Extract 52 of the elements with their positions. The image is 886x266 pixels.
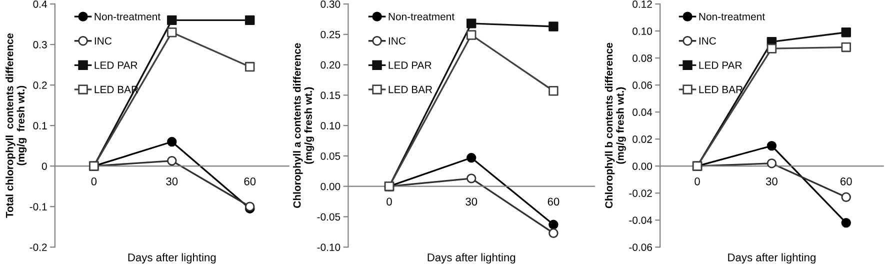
y-tick-label: 0.30 xyxy=(320,0,340,8)
y-tick-label: 0.20 xyxy=(320,61,340,69)
legend-label: Non-treatment xyxy=(94,13,160,20)
y-tick-label: 0.15 xyxy=(320,92,340,100)
legend-label: LED PAR xyxy=(94,62,138,69)
y-tick-label: -0.02 xyxy=(629,190,652,197)
y-tick-label: 0.10 xyxy=(632,28,652,35)
y-tick-label: 0.25 xyxy=(320,30,340,38)
y-axis-title: Total chlorophyll contents difference (mg/g fresh wt.) xyxy=(6,33,27,218)
x-tick-label: 0 xyxy=(386,198,392,206)
x-tick-label: 60 xyxy=(244,177,256,186)
legend-label: LED BAR xyxy=(699,86,743,94)
y-tick-label: -0.10 xyxy=(317,244,340,251)
legend-label: LED PAR xyxy=(388,62,432,69)
y-tick-label: 0 xyxy=(42,162,47,170)
x-tick-label: 30 xyxy=(466,198,478,206)
x-tick-label: 30 xyxy=(766,177,778,186)
y-tick-label: 0.12 xyxy=(632,0,652,8)
x-axis-title: Days after lighting xyxy=(428,253,516,264)
x-tick-label: 0 xyxy=(694,177,700,186)
legend-label: LED BAR xyxy=(388,86,432,94)
y-tick-label: -0.06 xyxy=(629,244,652,251)
y-tick-label: 0.04 xyxy=(632,108,652,116)
y-tick-label: 0.1 xyxy=(33,122,47,130)
y-axis-title: Chlorophyll a contents difference (mg/g fresh wt.) xyxy=(293,43,314,208)
x-axis-title: Days after lighting xyxy=(728,253,816,264)
x-tick-label: 30 xyxy=(166,177,178,186)
y-tick-label: 0.00 xyxy=(320,182,340,190)
y-tick-label: 0.3 xyxy=(33,41,47,48)
legend-label: INC xyxy=(699,37,716,45)
y-tick-label: -0.1 xyxy=(30,203,47,210)
x-tick-label: 0 xyxy=(91,177,97,186)
legend-label: LED PAR xyxy=(699,62,742,69)
y-tick-label: 0.2 xyxy=(33,82,47,89)
legend-label: Non-treatment xyxy=(388,13,454,20)
y-tick-label: 0.10 xyxy=(320,122,340,130)
y-tick-label: -0.04 xyxy=(629,216,652,224)
y-tick-label: 0.4 xyxy=(33,0,47,8)
y-tick-label: -0.05 xyxy=(317,213,340,221)
y-tick-label: 0.08 xyxy=(632,54,652,62)
legend-label: INC xyxy=(94,37,112,45)
legend-label: Non-treatment xyxy=(699,13,765,20)
y-tick-label: 0.02 xyxy=(632,136,652,143)
y-tick-label: 0.06 xyxy=(632,82,652,89)
x-tick-label: 60 xyxy=(548,198,560,206)
legend-label: INC xyxy=(388,37,406,45)
x-tick-label: 60 xyxy=(840,177,852,186)
y-tick-label: 0.00 xyxy=(632,162,652,170)
y-axis-title: Chlorophyll b contents difference (mg/g fresh wt.) xyxy=(604,42,626,208)
y-tick-label: 0.05 xyxy=(320,152,340,160)
x-axis-title: Days after lighting xyxy=(128,253,216,264)
y-tick-label: -0.2 xyxy=(30,244,47,251)
